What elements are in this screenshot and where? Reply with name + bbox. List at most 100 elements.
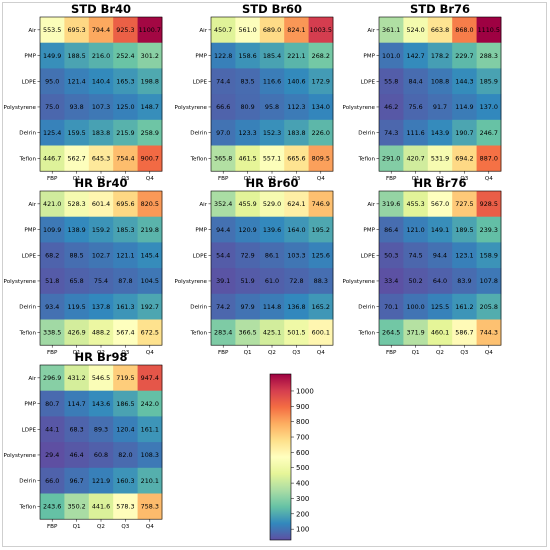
heatmap-cell — [64, 365, 90, 392]
heatmap-cell — [452, 293, 477, 320]
cell-value-label: 114.8 — [263, 303, 281, 311]
cell-value-label: 72.8 — [289, 277, 303, 285]
colorbar: 100 200 300 400 500 600 700 800 900 1000 — [269, 373, 314, 541]
colorbar-tick-label: 200 — [296, 510, 309, 518]
heatmap-cell — [403, 242, 429, 269]
cell-value-label: 198.8 — [141, 77, 159, 85]
y-tick-label: Polystyrene — [343, 279, 376, 285]
x-tick-label: Q4 — [485, 350, 493, 356]
heatmap-cell — [88, 94, 114, 121]
heatmap-cell — [403, 17, 429, 44]
cell-value-label: 186.5 — [116, 400, 134, 408]
cell-value-label: 744.3 — [480, 329, 498, 337]
heatmap-cell — [308, 94, 334, 121]
heatmap-panel-5: HR Br60 352.4 455.9 529.0 624.1 746.9 94.4 120.… — [175, 176, 334, 356]
y-tick-label: LDPE — [22, 253, 37, 259]
y-tick-label: Delrin — [19, 131, 36, 137]
heatmap-cell — [113, 467, 138, 494]
cell-value-label: 161.3 — [116, 303, 134, 311]
cell-value-label: 694.2 — [455, 155, 473, 163]
cell-value-label: 103.3 — [287, 251, 305, 259]
cell-value-label: 350.2 — [67, 503, 85, 511]
heatmap-cell — [64, 467, 90, 494]
y-tick-label: PMP — [24, 228, 36, 234]
heatmap-cell — [259, 191, 285, 218]
cell-value-label: 887.0 — [480, 155, 498, 163]
cell-value-label: 165.2 — [312, 303, 330, 311]
heatmap-cell — [476, 42, 502, 69]
x-tick-label: Q2 — [436, 350, 444, 356]
y-tick-label: Teflon — [358, 156, 376, 162]
cell-value-label: 754.4 — [116, 155, 134, 163]
cell-value-label: 431.2 — [67, 374, 85, 382]
cell-value-label: 140.6 — [287, 77, 305, 85]
cell-value-label: 928.5 — [480, 200, 498, 208]
heatmap-cell — [64, 268, 90, 295]
cell-value-label: 75.4 — [94, 277, 108, 285]
cell-value-label: 219.8 — [141, 226, 159, 234]
cell-value-label: 947.4 — [141, 374, 159, 382]
heatmap-cell — [137, 442, 163, 469]
heatmap-cell — [137, 467, 163, 494]
y-tick-label: LDPE — [22, 427, 37, 433]
heatmap-cell — [476, 319, 502, 346]
x-tick-label: Q3 — [292, 350, 300, 356]
heatmap-cell — [40, 42, 65, 69]
heatmap-cell — [40, 293, 65, 320]
heatmap-cell — [403, 42, 429, 69]
cell-value-label: 50.3 — [384, 251, 398, 259]
cell-value-label: 33.4 — [384, 277, 398, 285]
heatmap-cell — [427, 191, 453, 218]
y-tick-label: LDPE — [361, 253, 376, 259]
cell-value-label: 900.7 — [141, 155, 159, 163]
heatmap-cell — [40, 191, 65, 218]
y-tick-label: Polystyrene — [343, 105, 376, 111]
cell-value-label: 455.3 — [406, 200, 424, 208]
heatmap-cell — [88, 42, 114, 69]
y-tick-label: Polystyrene — [4, 105, 37, 111]
colorbar-tick-label: 600 — [296, 449, 309, 457]
heatmap-cell — [64, 119, 90, 146]
heatmap-cell — [403, 293, 429, 320]
heatmap-cell — [259, 42, 285, 69]
x-tick-label: Q3 — [121, 524, 129, 530]
heatmap-cell — [137, 493, 163, 520]
x-tick-label: Q1 — [412, 350, 420, 356]
cell-value-label: 116.6 — [263, 77, 281, 85]
heatmap-cell — [88, 293, 114, 320]
cell-value-label: 93.4 — [45, 303, 59, 311]
cell-value-label: 138.9 — [67, 226, 85, 234]
heatmap-cell — [259, 216, 285, 243]
cell-value-label: 51.9 — [240, 277, 254, 285]
heatmap-cell — [259, 268, 285, 295]
cell-value-label: 120.4 — [116, 425, 134, 433]
x-tick-label: Q4 — [146, 176, 154, 182]
cell-value-label: 84.4 — [408, 77, 422, 85]
cell-value-label: 243.6 — [43, 503, 61, 511]
cell-value-label: 252.4 — [116, 52, 134, 60]
heatmap-cell — [137, 68, 163, 95]
heatmap-cell — [427, 94, 453, 121]
heatmap-cell — [40, 365, 65, 392]
cell-value-label: 531.9 — [431, 155, 449, 163]
cell-value-label: 185.4 — [263, 52, 281, 60]
cell-value-label: 93.8 — [69, 103, 83, 111]
cell-value-label: 121.4 — [67, 77, 85, 85]
heatmap-cell — [88, 319, 114, 346]
cell-value-label: 121.0 — [406, 226, 424, 234]
cell-value-label: 97.9 — [240, 303, 254, 311]
cell-value-label: 446.7 — [43, 155, 61, 163]
heatmap-cell — [452, 119, 477, 146]
heatmap-cell — [64, 191, 90, 218]
cell-value-label: 158.6 — [238, 52, 256, 60]
cell-value-label: 68.3 — [69, 425, 83, 433]
heatmap-cell — [40, 467, 65, 494]
heatmap-cell — [476, 191, 502, 218]
cell-value-label: 149.9 — [43, 52, 61, 60]
heatmap-cell — [427, 119, 453, 146]
cell-value-label: 189.5 — [455, 226, 473, 234]
cell-value-label: 578.3 — [116, 503, 134, 511]
cell-value-label: 64.0 — [433, 277, 447, 285]
y-tick-label: Air — [367, 202, 375, 208]
cell-value-label: 120.9 — [238, 226, 256, 234]
